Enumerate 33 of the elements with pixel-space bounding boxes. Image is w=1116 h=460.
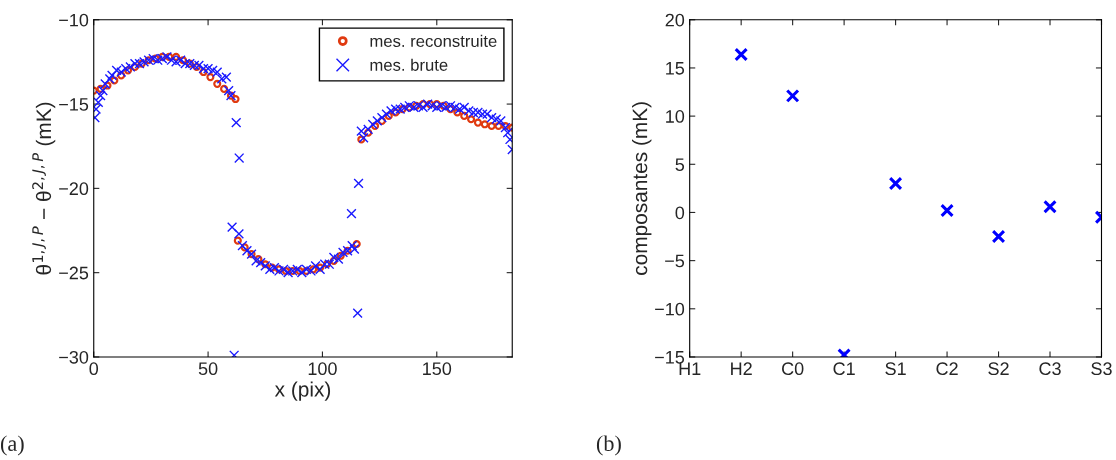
x-tick-label: H2 [731,362,752,375]
text: (b) [596,435,621,456]
x-tick-label: S3 [1091,362,1112,376]
y-tick-label: −15 [59,98,89,111]
y-tick-label: −30 [59,350,89,364]
legend-label: mes. reconstruite [370,34,497,48]
x-tick-label: 0 [89,362,99,376]
y-tick-label: 5 [675,158,685,172]
x-tick-label: C1 [833,362,855,376]
y-axis-title: θ$^{1,J,P}$ − θ$^{2,J,P}$ (mK) [32,102,56,275]
y-tick-label: −5 [665,254,685,268]
y-tick-label: 0 [675,206,685,220]
y-tick-label: −25 [59,266,89,280]
x-tick-label: C3 [1039,362,1061,376]
x-tick-label: C0 [782,362,804,376]
text: (a) [0,435,24,456]
y-tick-label: −20 [59,182,89,196]
y-tick-label: −10 [59,13,89,27]
x-tick-label: 100 [308,362,337,376]
x-tick-label: C2 [936,362,958,376]
x-tick-label: 50 [198,362,218,376]
x-tick-label: H1 [679,362,701,375]
y-tick-label: −10 [655,302,685,316]
x-tick-label: 150 [423,362,452,376]
x-tick-label: S1 [885,362,906,376]
y-axis-title: composantes (mK) [632,102,652,275]
x-axis-title: x (pix) [274,381,331,401]
y-tick-label: 20 [665,13,685,27]
x-tick-label: S2 [988,362,1009,376]
legend-label: mes. brute [370,58,448,71]
y-tick-label: 10 [666,110,685,123]
y-tick-label: −15 [655,351,685,364]
y-tick-label: 15 [666,62,685,75]
